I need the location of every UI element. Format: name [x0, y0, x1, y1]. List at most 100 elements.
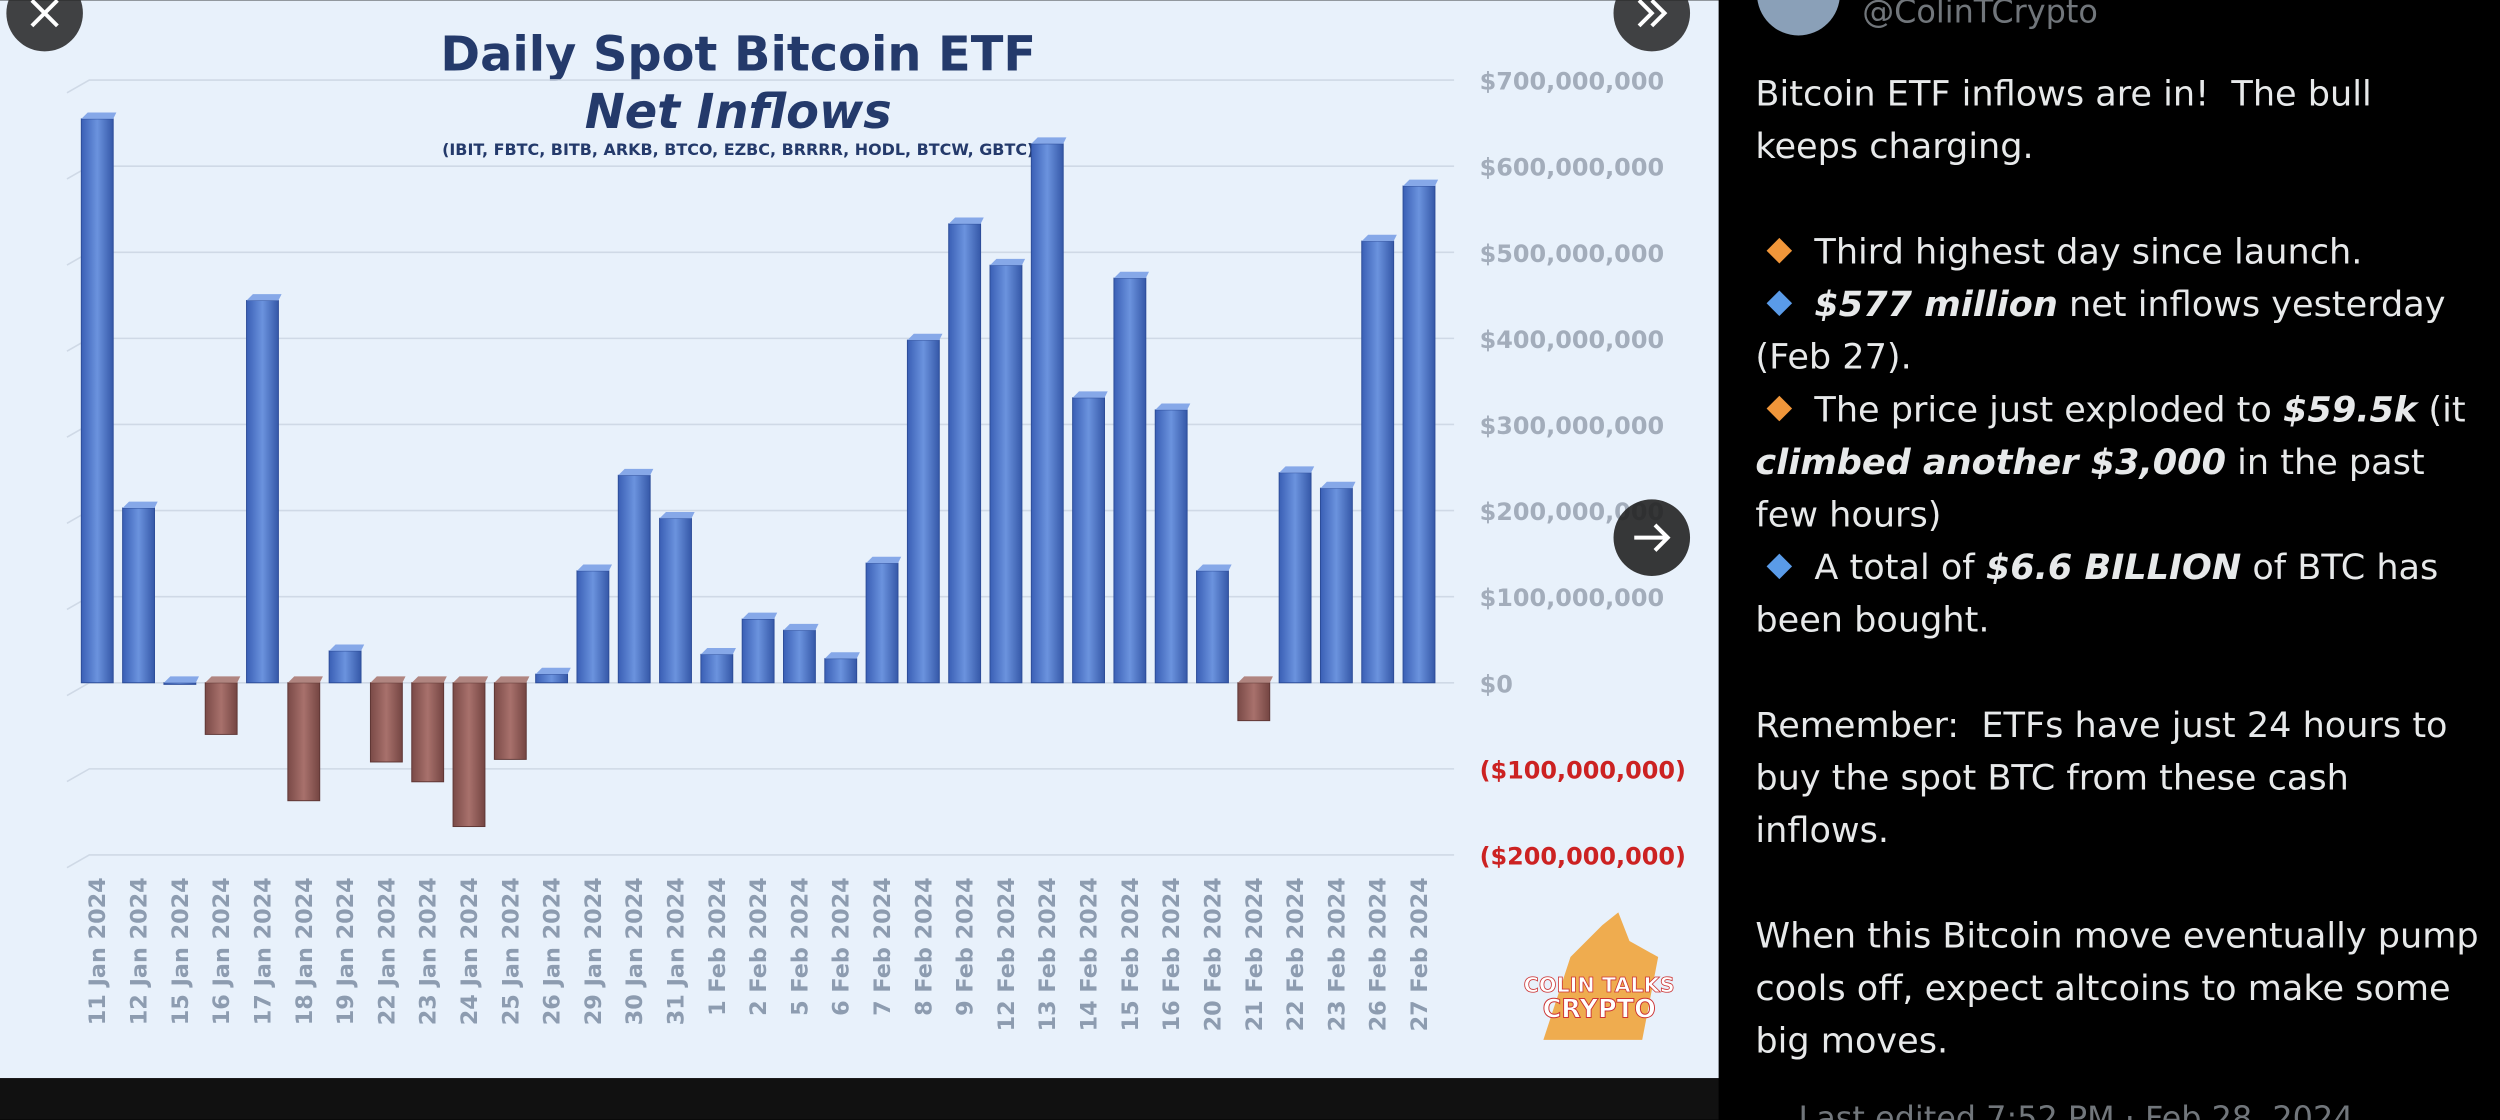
tweet-text: A total of	[1814, 547, 1985, 588]
bar	[1072, 397, 1105, 684]
x-tick-label: 12 Jan 2024	[127, 877, 153, 1025]
logo-bull	[1543, 912, 1659, 1040]
bar	[1319, 487, 1353, 684]
tweet-text: $6.6 BILLION	[1986, 547, 2241, 588]
bullet	[1766, 290, 1793, 317]
bar-cap	[700, 647, 736, 655]
x-tick-label: 21 Feb 2024	[1242, 877, 1268, 1031]
bar	[617, 474, 651, 684]
x-tick-label: 24 Jan 2024	[457, 877, 483, 1025]
tweet-text: $59.5k	[2283, 389, 2420, 430]
bar	[163, 682, 197, 685]
x-tick-label: 23 Jan 2024	[416, 877, 442, 1025]
x-tick-label: 29 Jan 2024	[581, 877, 607, 1025]
bar-cap	[1196, 564, 1232, 571]
bar-cap	[246, 294, 282, 301]
bar-cap	[535, 667, 571, 675]
y-tick-label: $400,000,000	[1480, 326, 1665, 354]
tweet-text: buy the spot BTC from these cash	[1755, 758, 2349, 799]
y-tick-label: $0	[1480, 670, 1513, 698]
bar-cap	[122, 501, 158, 508]
bar-cap	[1237, 676, 1273, 683]
x-tick-label: 7 Feb 2024	[870, 877, 896, 1016]
logo-text: CRYPTO	[1543, 995, 1656, 1025]
y-tick-label: $100,000,000	[1480, 584, 1665, 612]
bar	[535, 673, 569, 684]
tweet: @ColinTCrypto Last edited 7:52 PM · Feb …	[1755, 0, 2479, 1120]
avatar	[1757, 0, 1840, 36]
x-tick-label: 30 Jan 2024	[622, 877, 648, 1025]
tweet-text: in the past	[2226, 442, 2425, 483]
x-tick-label: 22 Feb 2024	[1283, 877, 1309, 1031]
bar	[783, 629, 816, 684]
tweet-line: keeps charging.	[1755, 126, 2033, 167]
x-tick-label: 2 Feb 2024	[746, 877, 772, 1016]
bar	[1154, 409, 1188, 684]
bottom-strip	[0, 1078, 1719, 1120]
bar-cap	[1403, 179, 1439, 186]
x-tick-label: 22 Jan 2024	[374, 877, 400, 1025]
bar-cap	[618, 468, 654, 476]
bar	[948, 223, 982, 684]
bar	[989, 264, 1023, 684]
x-tick-label: 26 Feb 2024	[1366, 877, 1392, 1031]
chart: Daily Spot Bitcoin ETF Net Inflows (IBIT…	[66, 28, 1686, 1031]
tweet-line: big moves.	[1755, 1021, 1948, 1062]
bar	[452, 682, 486, 828]
x-tick-label: 1 Feb 2024	[705, 877, 731, 1016]
tweet-line: The price just exploded to $59.5k (it	[1813, 389, 2465, 430]
tweet-line: Remember: ETFs have just 24 hours to	[1755, 705, 2447, 746]
y-tick-label: ($100,000,000)	[1480, 756, 1686, 784]
x-tick-label: 12 Feb 2024	[994, 877, 1020, 1031]
x-tick-label: 11 Jan 2024	[85, 877, 111, 1025]
tweet-line: few hours)	[1755, 495, 1941, 536]
tweet-text: big moves.	[1755, 1021, 1948, 1062]
tweet-line: cools off, expect altcoins to make some	[1755, 968, 2450, 1009]
bar	[204, 682, 238, 735]
chart-title: Daily Spot Bitcoin ETF	[440, 28, 1036, 83]
x-tick-label: 31 Jan 2024	[663, 877, 689, 1025]
tweet-text: When this Bitcoin move eventually pump	[1755, 915, 2478, 956]
bar	[328, 650, 362, 684]
x-tick-label: 18 Jan 2024	[292, 877, 318, 1025]
tweet-text: $577 million	[1814, 284, 2057, 325]
x-tick-label: 27 Feb 2024	[1407, 877, 1433, 1031]
grid-line	[66, 768, 1455, 783]
bar	[1113, 277, 1147, 684]
bullet	[1766, 395, 1793, 422]
bar-cap	[411, 676, 447, 683]
bullet	[1766, 553, 1793, 580]
nav-buttons	[6, 0, 1691, 576]
bar	[246, 300, 279, 684]
bar	[1030, 143, 1064, 684]
bar-cap	[576, 564, 613, 571]
tweet-line: When this Bitcoin move eventually pump	[1755, 915, 2478, 956]
bar-cap	[494, 676, 530, 683]
bar	[906, 339, 940, 684]
logo: COLIN TALKS CRYPTO	[1523, 912, 1675, 1040]
tweet-line: $577 million net inflows yesterday	[1814, 284, 2445, 325]
tweet-text: Bitcoin ETF inflows are in! The bull	[1755, 74, 2371, 115]
bar	[1361, 240, 1395, 684]
close-button[interactable]	[6, 0, 83, 52]
bar	[700, 653, 734, 684]
tweet-line: A total of $6.6 BILLION of BTC has	[1814, 547, 2438, 588]
tweet-text: Third highest day since launch.	[1813, 231, 2362, 272]
bar	[287, 682, 321, 802]
chart-subtitle: Net Inflows	[585, 85, 892, 140]
x-tick-label: 8 Feb 2024	[911, 877, 937, 1016]
tweet-line: climbed another $3,000 in the past	[1755, 442, 2424, 483]
bar-cap	[370, 676, 406, 683]
x-tick-label: 17 Jan 2024	[250, 877, 276, 1025]
tweet-panel	[1718, 0, 2500, 1120]
bar-cap	[824, 652, 860, 659]
bar-cap	[866, 556, 902, 564]
bar-cap	[81, 112, 117, 119]
expand-icon	[1637, 0, 1668, 28]
tweet-footer: Last edited 7:52 PM · Feb 28, 2024	[1798, 1099, 2353, 1120]
bar	[824, 658, 858, 684]
tweet-line: (Feb 27).	[1755, 337, 1911, 378]
bar-cap	[1072, 391, 1108, 398]
x-tick-label: 5 Feb 2024	[787, 877, 813, 1016]
